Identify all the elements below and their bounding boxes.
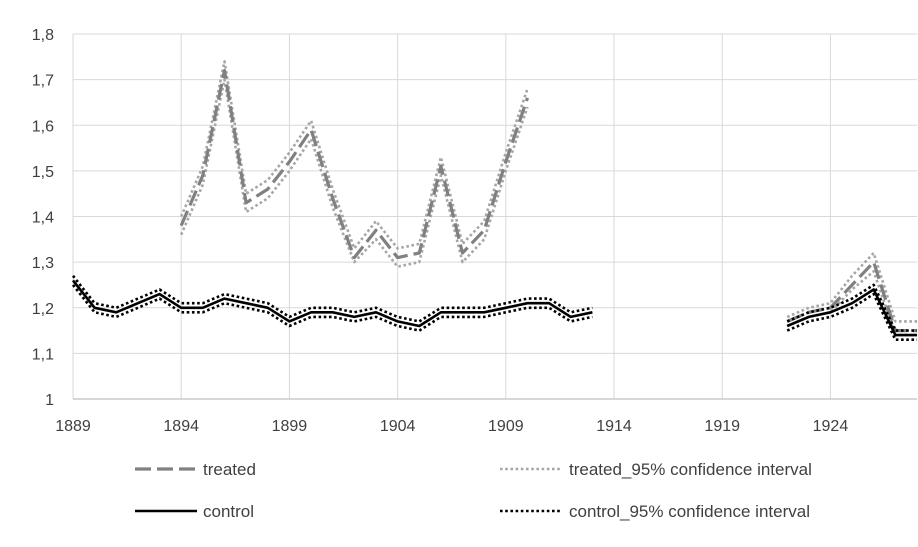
series-line-treated-95-confidence-interval <box>180 78 529 269</box>
x-tick-label: 1914 <box>596 418 632 435</box>
legend-label: treated <box>203 460 256 479</box>
series-lines <box>71 60 917 342</box>
y-tick-label: 1,3 <box>32 255 54 272</box>
x-tick-label: 1904 <box>380 418 416 435</box>
y-tick-label: 1,5 <box>32 164 54 181</box>
x-tick-label: 1909 <box>488 418 524 435</box>
legend-label: treated_95% confidence interval <box>569 460 812 479</box>
legend: treated treated_95% confidence interval co… <box>135 460 812 521</box>
y-tick-label: 1,7 <box>32 73 54 90</box>
y-tick-label: 1,8 <box>32 27 54 44</box>
y-tick-label: 1,1 <box>32 346 54 363</box>
grid <box>72 33 917 400</box>
x-tick-label: 1899 <box>272 418 308 435</box>
series-line-control <box>786 288 917 337</box>
series-line-ci-bound <box>180 60 529 250</box>
x-axis-ticks: 1889 1894 1899 1904 1909 1914 1919 1924 <box>55 418 848 435</box>
series-line-control-95-confidence-interval <box>786 292 917 342</box>
y-tick-label: 1,4 <box>32 210 54 227</box>
x-tick-label: 1919 <box>704 418 740 435</box>
y-tick-label: 1 <box>45 392 54 409</box>
series-line-ci-bound <box>71 274 593 323</box>
series-line-ci-bound <box>786 283 917 332</box>
series-line-control-95-confidence-interval <box>71 284 593 332</box>
series-line-treated <box>179 68 530 260</box>
series-line-ci-bound <box>786 251 917 323</box>
y-tick-label: 1,6 <box>32 118 54 135</box>
x-tick-label: 1894 <box>163 418 199 435</box>
series-line-control <box>71 279 593 328</box>
legend-label: control <box>203 502 254 521</box>
x-tick-label: 1889 <box>55 418 91 435</box>
x-tick-label: 1924 <box>813 418 849 435</box>
legend-label: control_95% confidence interval <box>569 502 810 521</box>
series-line-treated <box>786 260 917 333</box>
y-tick-label: 1,2 <box>32 301 54 318</box>
y-axis-ticks: 1 1,1 1,2 1,3 1,4 1,5 1,6 1,7 1,8 <box>32 27 54 409</box>
